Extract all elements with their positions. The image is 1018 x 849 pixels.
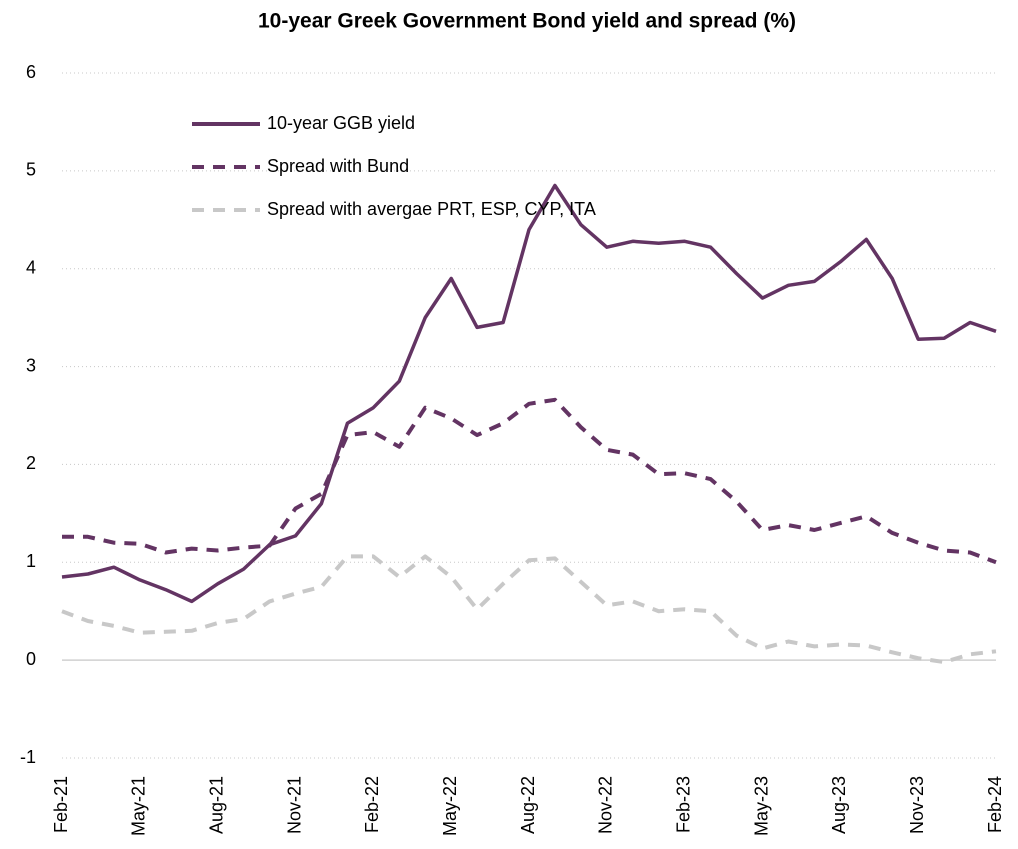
legend-label: Spread with Bund <box>267 156 409 176</box>
series-line <box>61 554 997 665</box>
y-tick-label: 6 <box>26 62 36 82</box>
y-tick-label: 3 <box>26 355 36 375</box>
x-tick-label: Feb-24 <box>985 776 1005 833</box>
series-line <box>61 183 997 604</box>
x-tick-label: Aug-23 <box>829 776 849 834</box>
x-tick-label: Feb-23 <box>673 776 693 833</box>
x-tick-label: Aug-22 <box>518 776 538 834</box>
x-tick-label: Aug-21 <box>206 776 226 834</box>
x-tick-label: Feb-21 <box>51 776 71 833</box>
chart-title: 10-year Greek Government Bond yield and … <box>258 10 796 33</box>
y-tick-label: 4 <box>26 257 36 277</box>
x-tick-label: May-21 <box>129 776 149 836</box>
legend-label: 10-year GGB yield <box>267 113 415 133</box>
x-tick-label: Nov-21 <box>284 776 304 834</box>
y-tick-label: 1 <box>26 551 36 571</box>
x-tick-label: May-23 <box>751 776 771 836</box>
x-tick-label: Feb-22 <box>362 776 382 833</box>
x-tick-label: Nov-23 <box>907 776 927 834</box>
series-line <box>62 397 997 565</box>
y-tick-label: -1 <box>20 747 36 767</box>
y-tick-label: 2 <box>26 453 36 473</box>
legend-label: Spread with avergae PRT, ESP, CYP, ITA <box>267 199 596 219</box>
y-tick-label: 5 <box>26 160 36 180</box>
y-tick-label: 0 <box>26 649 36 669</box>
x-tick-label: May-22 <box>440 776 460 836</box>
x-tick-label: Nov-22 <box>596 776 616 834</box>
